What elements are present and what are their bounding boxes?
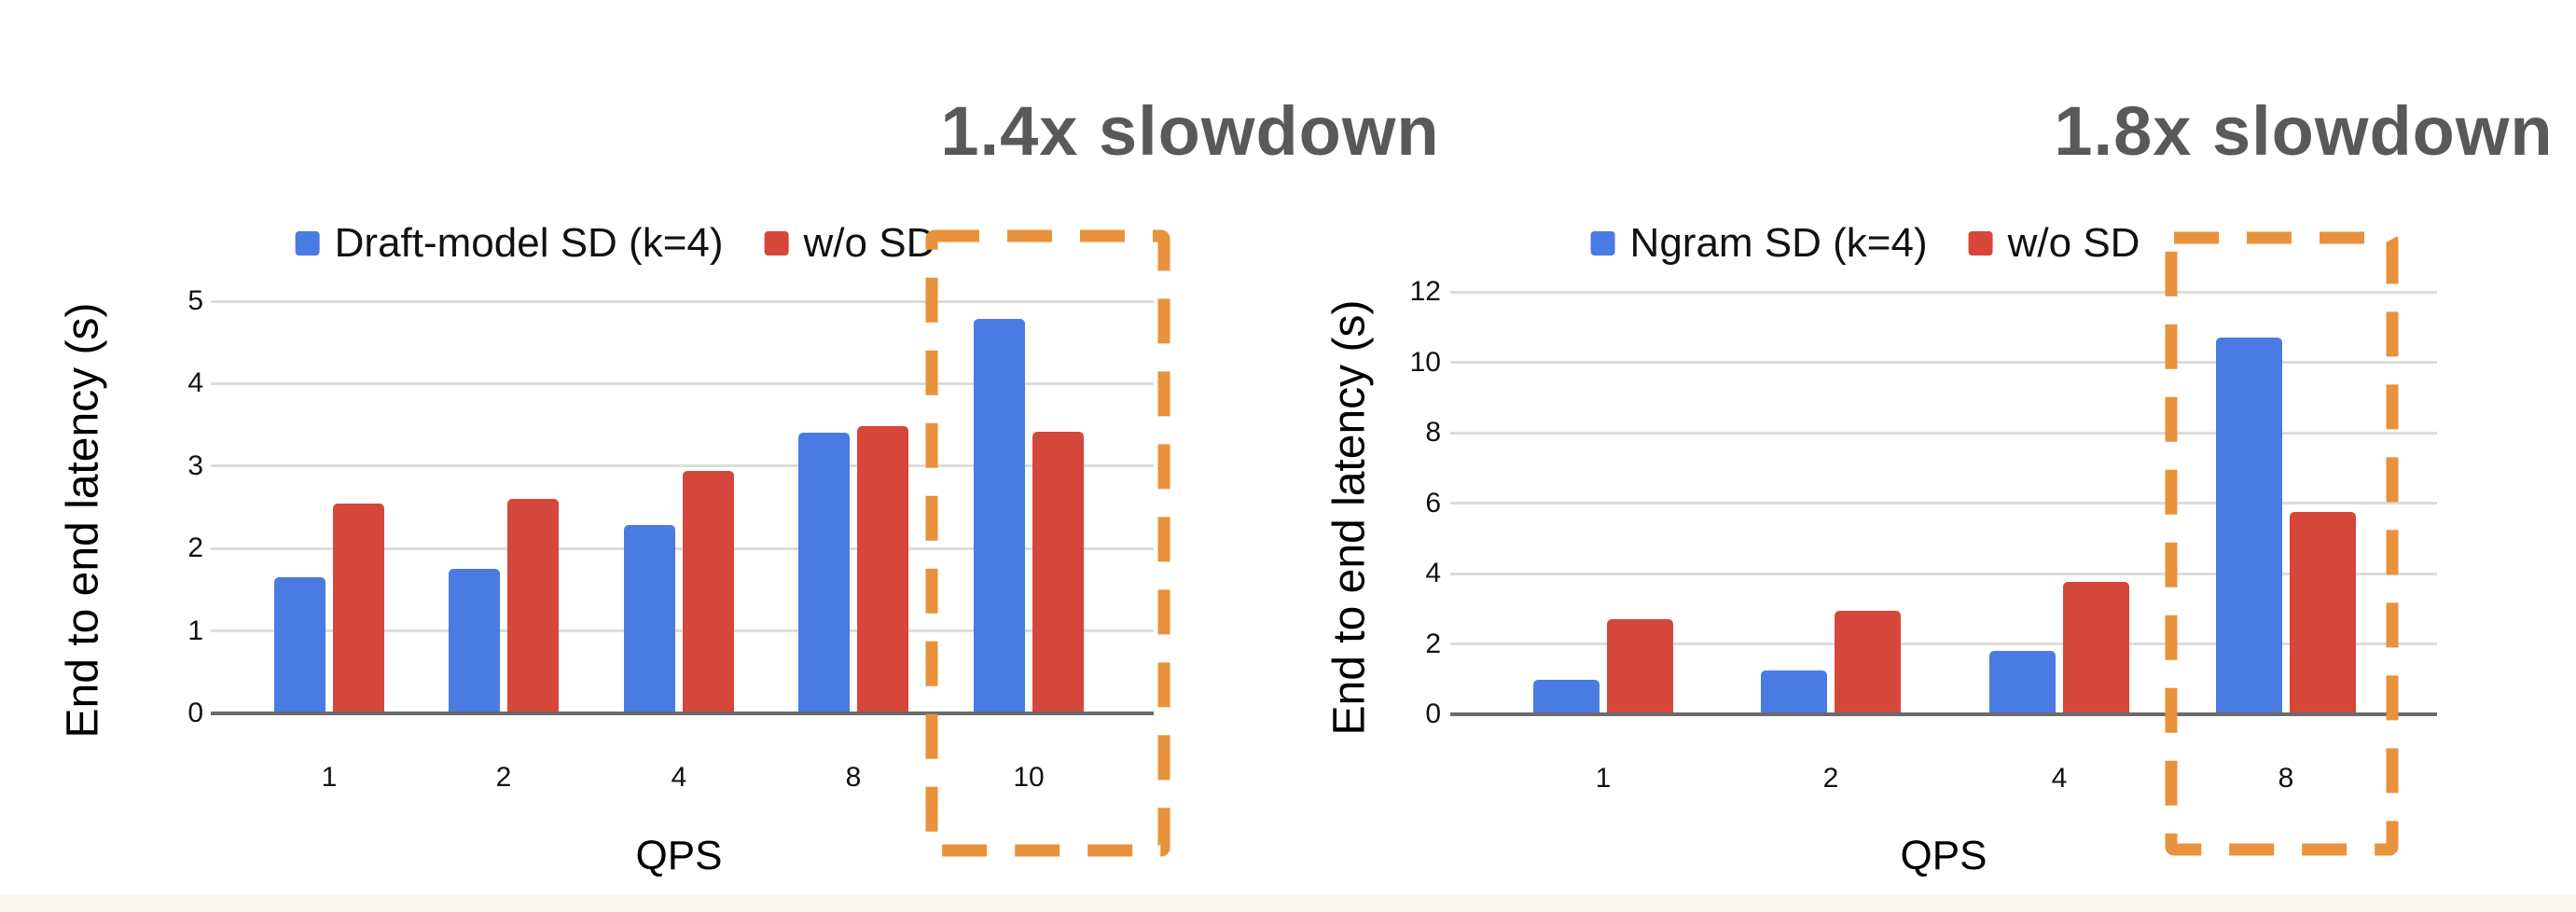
x-tick-label: 1 [1595, 763, 1612, 794]
bar-w-o-sd-qps-4 [683, 471, 734, 713]
x-tick-label: 2 [1822, 763, 1839, 794]
bar-ngram-sd-k-4-qps-8 [2216, 338, 2282, 714]
x-tick-label: 2 [495, 762, 512, 793]
gridline [1450, 643, 2437, 645]
legend-swatch-draft-model-sd-k-4 [295, 231, 320, 256]
gridline [211, 381, 1154, 385]
y-axis-title: End to end latency (s) [1324, 299, 1375, 736]
slowdown-annotation-left: 1.4x slowdown [940, 92, 1440, 170]
legend-swatch-ngram-sd-k-4 [1590, 231, 1615, 256]
gridline [1450, 431, 2437, 435]
x-axis-line [211, 712, 1154, 715]
legend-label-ngram-sd-k-4: Ngram SD (k=4) [1629, 220, 1928, 266]
bar-ngram-sd-k-4-qps-4 [1989, 651, 2056, 714]
bar-draft-model-sd-k-4-qps-1 [274, 577, 325, 713]
x-tick-label: 8 [2278, 763, 2294, 794]
bar-draft-model-sd-k-4-qps-2 [449, 569, 500, 713]
bar-draft-model-sd-k-4-qps-10 [974, 319, 1025, 713]
x-axis-title: QPS [1900, 833, 1987, 878]
y-tick-label: 4 [1425, 558, 1441, 588]
x-tick-label: 4 [2051, 763, 2068, 794]
bar-draft-model-sd-k-4-qps-8 [798, 433, 850, 713]
y-tick-label: 10 [1409, 346, 1441, 378]
y-tick-label: 8 [1425, 417, 1441, 448]
bar-w-o-sd-qps-1 [1607, 619, 1673, 714]
gridline [1450, 290, 2437, 294]
legend-item-ngram-sd-k-4: Ngram SD (k=4) [1590, 220, 1928, 267]
y-tick-label: 5 [187, 285, 203, 316]
legend: Ngram SD (k=4) w/o SD [1590, 220, 2140, 267]
legend-swatch-w-o-sd [764, 231, 789, 256]
gridline [211, 546, 1154, 550]
legend-item-w-o-sd: w/o SD [1968, 220, 2140, 267]
y-tick-label: 3 [187, 449, 203, 481]
bar-w-o-sd-qps-8 [2290, 511, 2356, 714]
bar-w-o-sd-qps-2 [1835, 611, 1901, 714]
bar-draft-model-sd-k-4-qps-4 [624, 525, 675, 713]
gridline [211, 299, 1154, 303]
x-tick-label: 4 [671, 762, 687, 793]
bar-w-o-sd-qps-1 [333, 503, 384, 713]
y-tick-label: 2 [187, 532, 203, 564]
x-axis-title: QPS [635, 833, 723, 878]
legend-label-w-o-sd: w/o SD [2007, 220, 2140, 266]
gridline [1450, 572, 2437, 575]
bar-ngram-sd-k-4-qps-1 [1533, 680, 1600, 714]
slowdown-annotation-right: 1.8x slowdown [2054, 92, 2554, 170]
footer-strip [0, 895, 2576, 912]
legend-item-draft-model-sd-k-4: Draft-model SD (k=4) [295, 220, 724, 267]
y-tick-label: 4 [187, 367, 203, 399]
legend: Draft-model SD (k=4) w/o SD [295, 220, 936, 267]
gridline [211, 464, 1154, 468]
y-tick-label: 0 [1425, 698, 1441, 729]
bar-ngram-sd-k-4-qps-2 [1761, 670, 1827, 714]
y-tick-label: 6 [1425, 487, 1441, 518]
legend-swatch-w-o-sd [1968, 231, 1993, 256]
y-tick-label: 1 [187, 615, 203, 646]
gridline [211, 629, 1154, 633]
bar-w-o-sd-qps-4 [2063, 581, 2129, 714]
y-tick-label: 0 [187, 698, 203, 728]
gridline [1450, 361, 2437, 364]
bar-w-o-sd-qps-8 [857, 426, 908, 713]
legend-label-w-o-sd: w/o SD [803, 220, 936, 266]
legend-item-w-o-sd: w/o SD [764, 220, 936, 267]
y-tick-label: 12 [1409, 276, 1441, 307]
x-axis-line [1450, 712, 2437, 716]
x-tick-label: 1 [321, 762, 338, 793]
gridline [1450, 502, 2437, 504]
legend-label-draft-model-sd-k-4: Draft-model SD (k=4) [334, 220, 724, 266]
x-tick-label: 8 [845, 762, 862, 793]
y-tick-label: 2 [1425, 628, 1441, 659]
bar-w-o-sd-qps-10 [1032, 431, 1084, 713]
bar-w-o-sd-qps-2 [507, 499, 559, 713]
